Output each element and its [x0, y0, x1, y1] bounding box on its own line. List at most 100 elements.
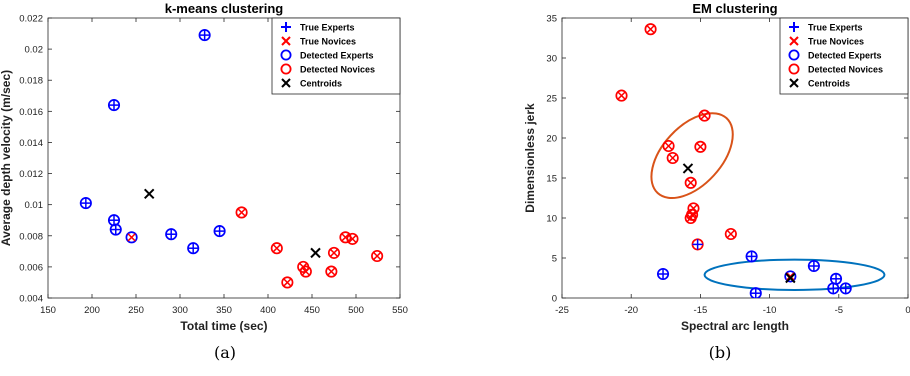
data-point	[125, 231, 138, 244]
y-tick-label: 0.012	[19, 169, 43, 180]
y-tick-label: 5	[552, 254, 557, 265]
data-point	[684, 211, 697, 225]
legend-circle-icon	[788, 63, 800, 75]
y-tick-label: 0.014	[19, 138, 43, 149]
data-point	[615, 89, 628, 102]
data-point	[109, 223, 122, 236]
y-tick-label: 30	[546, 54, 557, 65]
x-tick-label: -20	[624, 305, 638, 316]
x-tick-label: -10	[763, 305, 777, 316]
data-point	[79, 197, 92, 210]
x-tick-label: 500	[348, 305, 364, 316]
legend-item: True Novices	[789, 36, 864, 46]
data-point	[281, 276, 294, 289]
x-axis-label: Spectral arc length	[681, 319, 789, 333]
data-point	[107, 214, 121, 227]
x-tick-label: 150	[40, 305, 56, 316]
x-tick-label: 0	[905, 305, 910, 316]
x-tick-label: 400	[260, 305, 276, 316]
legend: True Experts True Novices Detected Experts…	[271, 17, 401, 95]
data-point	[839, 282, 852, 295]
panel-caption: (b)	[709, 343, 732, 362]
data-point	[698, 109, 711, 122]
data-point	[371, 249, 384, 263]
x-tick-label: 450	[304, 305, 320, 316]
legend-box	[779, 17, 909, 95]
legend-item: True Experts	[789, 22, 863, 32]
panel-caption: (a)	[214, 343, 236, 362]
chart-title: EM clustering	[692, 1, 777, 16]
data-point	[346, 232, 359, 245]
chart-kmeans: 150 200 250 300 350 400 450 500 550 0.004 0.006 0.0…	[0, 1, 408, 333]
data-point	[656, 267, 670, 281]
legend-label: True Experts	[300, 22, 355, 32]
data-point	[270, 242, 283, 255]
y-tick-label: 0.008	[19, 231, 43, 242]
y-tick-label: 0.006	[19, 262, 43, 273]
x-axis-label: Total time (sec)	[180, 319, 267, 333]
data-point	[310, 247, 321, 259]
data-point	[165, 228, 178, 241]
data-point	[198, 29, 211, 42]
data-point	[107, 99, 121, 112]
data-point	[749, 287, 762, 298]
legend-label: Detected Experts	[808, 50, 882, 60]
x-tick-label: -15	[694, 305, 708, 316]
x-tick-label: -25	[555, 305, 569, 316]
y-tick-label: 0.018	[19, 76, 43, 87]
data-point	[682, 163, 694, 174]
plot-contents	[79, 29, 384, 289]
legend-circle-icon	[280, 63, 292, 75]
legend-label: True Novices	[300, 36, 356, 46]
legend-item: Detected Novices	[788, 63, 883, 75]
data-point	[807, 259, 820, 273]
y-axis-label: Dimensionless jerk	[523, 103, 537, 213]
data-point	[644, 23, 657, 36]
data-point	[784, 270, 797, 283]
data-point	[662, 139, 675, 153]
data-point	[187, 242, 200, 255]
y-tick-label: 10	[546, 214, 557, 225]
x-tick-label: 350	[216, 305, 232, 316]
data-point	[213, 225, 226, 238]
legend-item: True Novices	[281, 36, 356, 46]
data-point	[143, 188, 155, 199]
legend-label: True Novices	[808, 36, 864, 46]
legend-item: Centroids	[789, 78, 850, 88]
data-point	[691, 238, 704, 251]
legend-item: Detected Novices	[280, 63, 375, 75]
data-point	[827, 282, 840, 295]
legend-item: True Experts	[281, 22, 355, 32]
legend-item: Detected Experts	[788, 49, 882, 61]
legend-label: Detected Novices	[300, 64, 375, 74]
legend: True Experts True Novices Detected Experts…	[779, 17, 909, 95]
data-point	[724, 227, 737, 241]
data-point	[684, 176, 697, 189]
data-point	[327, 246, 341, 259]
data-point	[745, 250, 758, 263]
y-tick-label: 25	[546, 94, 557, 105]
x-tick-label: 250	[128, 305, 144, 316]
x-tick-label: 550	[392, 305, 408, 316]
y-axis-label: Average depth velocity (m/sec)	[0, 70, 13, 246]
x-tick-label: -5	[835, 305, 843, 316]
data-point	[666, 151, 679, 165]
legend-item: Detected Experts	[280, 49, 374, 61]
y-tick-label: 0	[552, 294, 557, 305]
legend-box	[271, 17, 401, 95]
legend-label: Centroids	[808, 78, 850, 88]
y-tick-label: 0.01	[25, 200, 44, 211]
y-tick-label: 0.02	[25, 45, 44, 56]
data-point	[299, 265, 312, 278]
data-point	[694, 140, 707, 153]
legend-circle-icon	[280, 49, 292, 61]
legend-label: Detected Novices	[808, 64, 883, 74]
chart-em: -25 -20 -15 -10 -5 0 0 5 10 15 20 25 30 35 EM clusteri…	[523, 1, 910, 333]
y-tick-label: 20	[546, 134, 557, 145]
y-tick-label: 15	[546, 174, 557, 185]
legend-label: Detected Experts	[300, 50, 374, 60]
legend-label: True Experts	[808, 22, 863, 32]
cluster-ellipse	[650, 112, 734, 200]
x-tick-label: 300	[172, 305, 188, 316]
